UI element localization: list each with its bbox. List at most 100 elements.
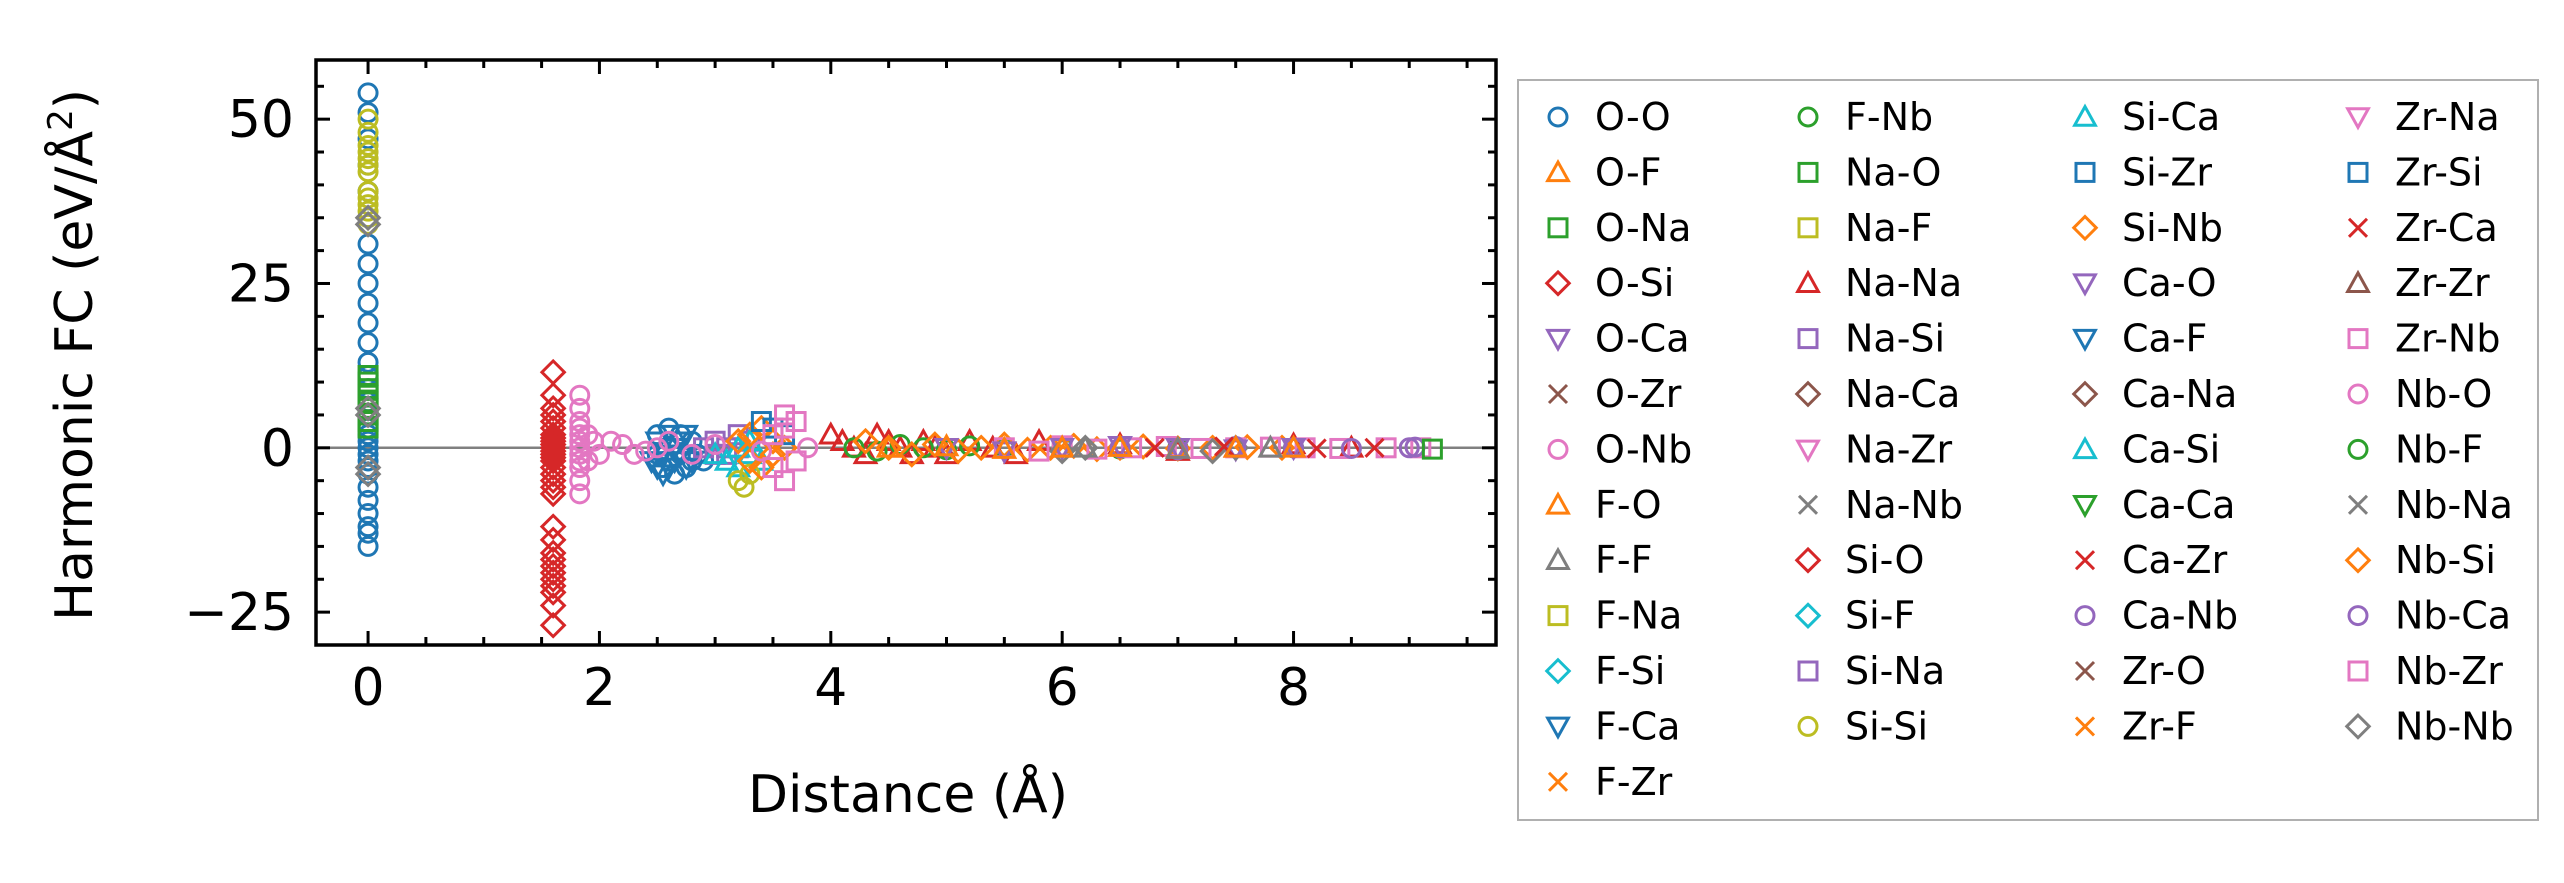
data-point bbox=[357, 141, 379, 163]
legend-label: Zr-F bbox=[2122, 704, 2197, 748]
legend-label: Zr-Nb bbox=[2395, 317, 2500, 361]
legend-label: O-O bbox=[1595, 95, 1671, 139]
data-point bbox=[357, 82, 379, 104]
data-point bbox=[357, 148, 379, 170]
legend-entry: O-Na bbox=[1547, 206, 1691, 250]
data-point bbox=[357, 102, 379, 124]
data-point bbox=[693, 450, 715, 472]
legend-label: Si-Zr bbox=[2122, 150, 2212, 194]
legend-marker bbox=[1794, 546, 1822, 574]
legend-entry: Si-Ca bbox=[2072, 95, 2220, 139]
data-point bbox=[577, 450, 599, 472]
data-point bbox=[539, 441, 567, 468]
data-point bbox=[539, 579, 567, 606]
data-point bbox=[539, 565, 567, 593]
legend-label: Si-F bbox=[1845, 594, 1915, 638]
data-point bbox=[539, 592, 567, 619]
legend-entry: Nb-O bbox=[2347, 372, 2492, 416]
legend-entry: F-Si bbox=[1544, 649, 1665, 693]
legend-entry: Zr-Ca bbox=[2347, 206, 2498, 250]
legend-entry: Zr-Zr bbox=[2345, 261, 2490, 305]
data-point bbox=[875, 434, 903, 462]
data-point bbox=[354, 204, 382, 232]
legend-entry: Ca-Nb bbox=[2074, 594, 2238, 638]
legend-label: Ca-Na bbox=[2122, 372, 2237, 416]
data-point bbox=[658, 450, 680, 472]
legend-label: Ca-F bbox=[2122, 317, 2207, 361]
legend-entry: Zr-Nb bbox=[2347, 317, 2500, 361]
legend-entry: F-F bbox=[1545, 538, 1652, 582]
data-point bbox=[569, 384, 591, 406]
legend-entry: Na-Zr bbox=[1795, 427, 1952, 471]
legend-label: O-F bbox=[1595, 150, 1662, 194]
legend-marker bbox=[2347, 161, 2369, 183]
data-point bbox=[357, 253, 379, 275]
legend-entry: F-Na bbox=[1547, 594, 1682, 638]
data-point bbox=[539, 480, 567, 508]
legend-label: Si-Na bbox=[1845, 649, 1945, 693]
legend-entry: F-Zr bbox=[1547, 760, 1673, 804]
legend-marker bbox=[1547, 383, 1569, 405]
y-axis-label-close: ) bbox=[45, 89, 105, 109]
legend-marker bbox=[1544, 269, 1572, 297]
data-point bbox=[733, 476, 755, 498]
data-point bbox=[357, 450, 379, 472]
legend-marker bbox=[2347, 383, 2369, 405]
legend-marker bbox=[2071, 214, 2099, 242]
data-point bbox=[354, 394, 382, 422]
legend-label: Na-Na bbox=[1845, 261, 1962, 305]
data-point bbox=[357, 272, 379, 294]
legend-marker bbox=[2071, 380, 2099, 408]
data-point bbox=[539, 460, 567, 488]
data-point bbox=[357, 535, 379, 557]
data-point bbox=[1086, 438, 1108, 460]
legend-label: Nb-F bbox=[2395, 427, 2483, 471]
data-point bbox=[785, 411, 807, 433]
legend-marker bbox=[1547, 217, 1569, 239]
legend-marker bbox=[1797, 715, 1819, 737]
data-point bbox=[357, 351, 379, 373]
legend-label: Si-Si bbox=[1845, 704, 1928, 748]
data-point bbox=[600, 430, 622, 452]
legend-marker bbox=[1795, 269, 1821, 293]
data-point bbox=[748, 454, 775, 481]
legend-marker bbox=[1545, 546, 1571, 570]
y-tick-label: 25 bbox=[228, 254, 294, 314]
legend-marker bbox=[1545, 716, 1571, 740]
legend-marker bbox=[2347, 217, 2369, 238]
data-point bbox=[357, 207, 379, 229]
legend-label: F-Na bbox=[1595, 594, 1682, 638]
legend-entry: Na-F bbox=[1797, 206, 1932, 250]
data-point bbox=[1107, 433, 1133, 457]
legend-marker bbox=[2345, 107, 2371, 131]
legend-marker bbox=[2074, 660, 2096, 682]
legend-entry: F-O bbox=[1545, 483, 1662, 527]
data-point bbox=[750, 440, 772, 462]
legend-entry: Zr-Si bbox=[2347, 150, 2483, 194]
data-point bbox=[646, 437, 668, 459]
data-point bbox=[1222, 434, 1249, 458]
legend-entry: Nb-Zr bbox=[2347, 649, 2503, 693]
data-point bbox=[357, 489, 379, 511]
data-point bbox=[774, 470, 796, 492]
legend-entry: F-Nb bbox=[1797, 95, 1933, 139]
data-point bbox=[675, 457, 697, 479]
legend-entry: Si-O bbox=[1794, 538, 1924, 582]
legend-marker bbox=[2347, 438, 2369, 460]
legend-entry: O-Nb bbox=[1547, 427, 1692, 471]
data-point bbox=[357, 154, 379, 176]
legend-marker bbox=[2347, 494, 2369, 515]
data-point bbox=[357, 161, 379, 183]
y-tick-label: 0 bbox=[261, 419, 294, 479]
data-point bbox=[357, 121, 379, 143]
x-tick-label: 0 bbox=[352, 658, 385, 718]
legend-label: Si-Ca bbox=[2122, 95, 2220, 139]
legend-marker bbox=[1545, 328, 1571, 353]
legend-label: Nb-Si bbox=[2395, 538, 2496, 582]
legend-marker bbox=[2072, 435, 2098, 460]
data-point bbox=[1364, 437, 1385, 458]
data-point bbox=[357, 312, 379, 334]
legend-label: O-Si bbox=[1595, 261, 1674, 305]
data-point bbox=[354, 401, 382, 429]
